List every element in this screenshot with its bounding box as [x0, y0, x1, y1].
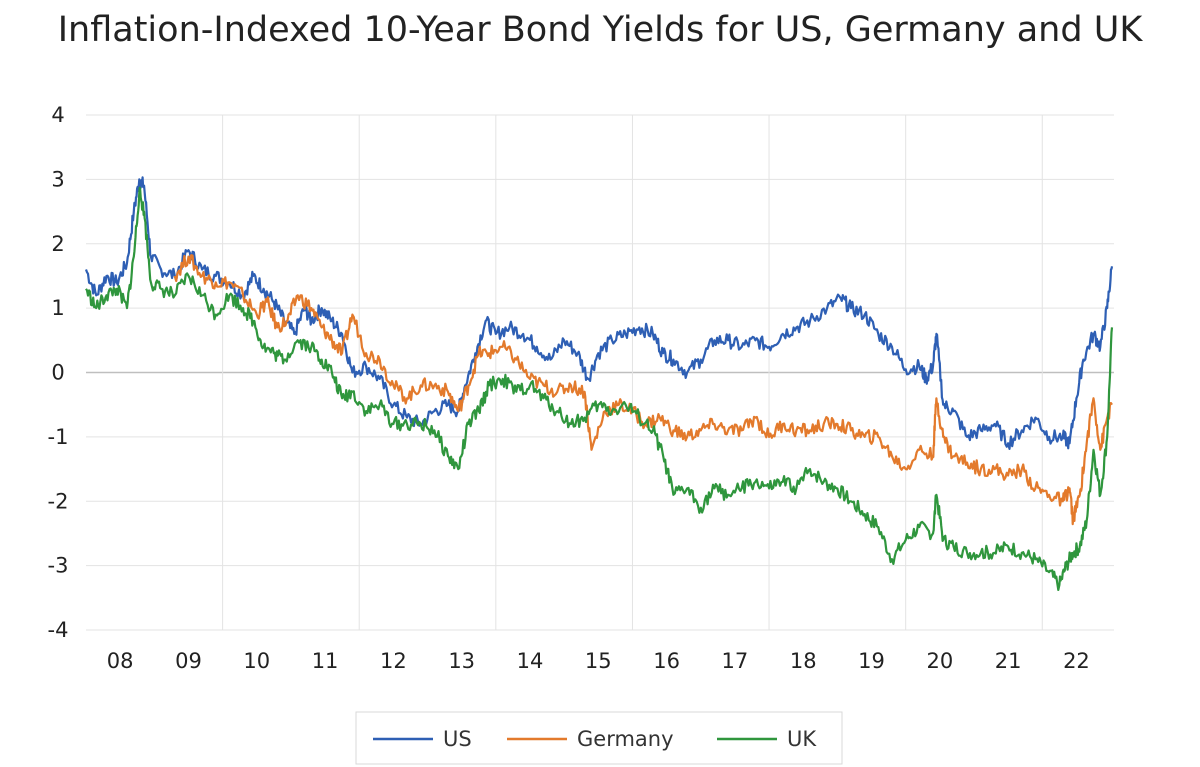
y-axis-tick-labels: 4 3 2 1 0 -1 -2 -3 -4	[48, 103, 69, 642]
y-tick-label: 3	[51, 167, 64, 191]
x-tick-label: 19	[858, 649, 885, 673]
legend-label-uk: UK	[787, 727, 817, 751]
y-tick-label: 4	[51, 103, 64, 127]
y-tick-label: -3	[48, 554, 69, 578]
series-line-us	[84, 176, 1114, 450]
series-line-uk	[85, 186, 1114, 591]
y-tick-label: 2	[51, 232, 64, 256]
x-axis-tick-labels: 08 09 10 11 12 13 14 15 16 17 18 19 20 21 22	[107, 649, 1090, 673]
y-tick-label: -1	[48, 425, 69, 449]
chart-title: Inflation-Indexed 10-Year Bond Yields fo…	[57, 10, 1143, 50]
x-tick-label: 18	[790, 649, 817, 673]
x-tick-label: 10	[243, 649, 270, 673]
x-tick-label: 14	[517, 649, 544, 673]
legend: US Germany UK	[355, 711, 843, 765]
x-tick-label: 08	[107, 649, 134, 673]
x-tick-label: 11	[312, 649, 339, 673]
y-tick-label: -4	[48, 618, 69, 642]
y-tick-label: 0	[51, 361, 64, 385]
x-tick-label: 15	[585, 649, 612, 673]
x-tick-label: 09	[175, 649, 202, 673]
legend-label-germany: Germany	[577, 727, 674, 751]
x-tick-label: 16	[653, 649, 680, 673]
y-tick-label: -2	[48, 489, 69, 513]
grid-lines	[86, 114, 1114, 631]
x-tick-label: 20	[926, 649, 953, 673]
x-tick-label: 13	[448, 649, 475, 673]
legend-label-us: US	[443, 727, 472, 751]
series-line-germany	[173, 254, 1113, 526]
x-tick-label: 17	[722, 649, 749, 673]
x-tick-label: 22	[1063, 649, 1090, 673]
x-tick-label: 21	[995, 649, 1022, 673]
series-lines	[84, 176, 1114, 591]
y-tick-label: 1	[51, 296, 64, 320]
x-tick-label: 12	[380, 649, 407, 673]
